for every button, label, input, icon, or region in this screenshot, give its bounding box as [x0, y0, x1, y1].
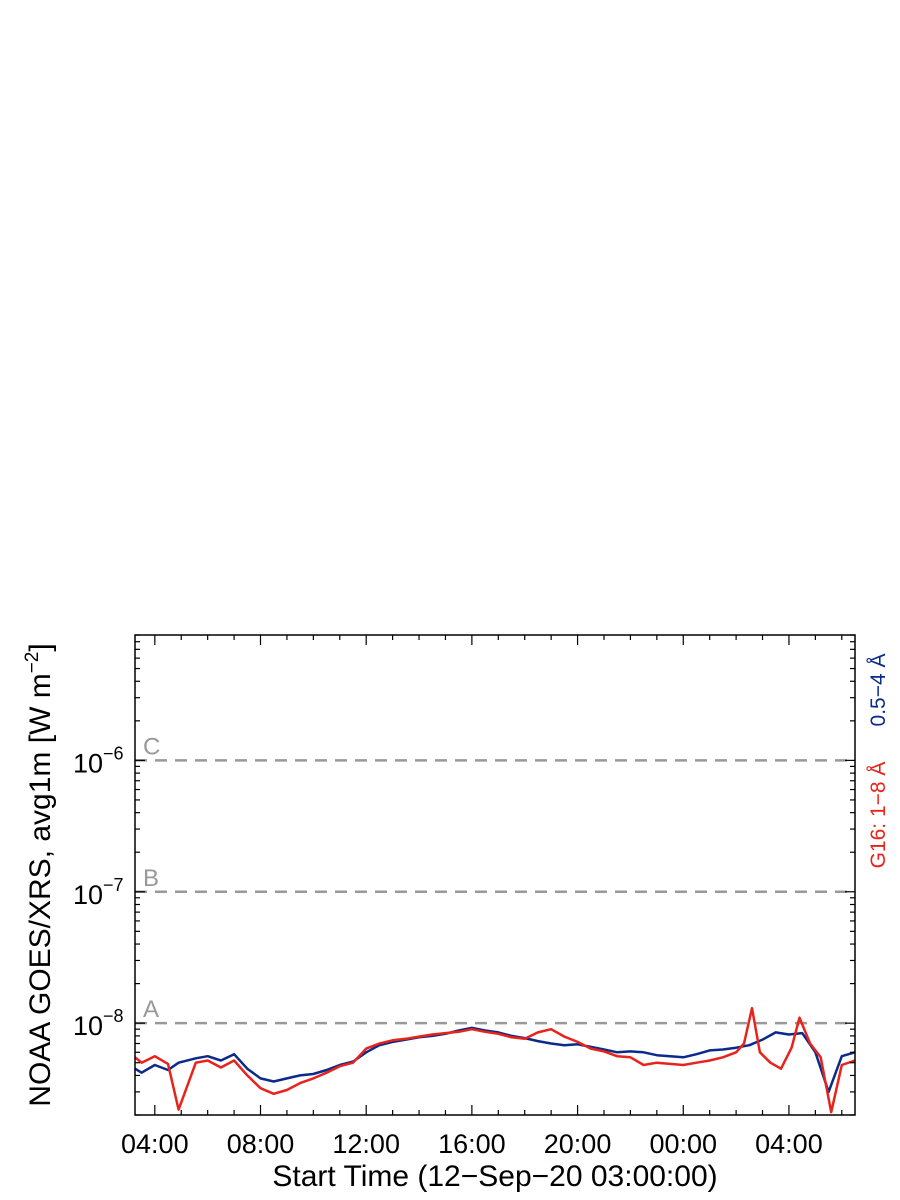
x-tick-label: 00:00: [649, 1129, 717, 1159]
series-layer: [134, 1006, 856, 1114]
y-tick-label: 10−7: [73, 875, 124, 910]
x-tick-label: 04:00: [121, 1129, 189, 1159]
legend-label-g16-1-8: G16: 1−8 Å: [867, 762, 890, 869]
x-axis-title: Start Time (12−Sep−20 03:00:00): [272, 1160, 717, 1193]
flare-class-label-C: C: [143, 733, 160, 760]
x-tick-label: 04:00: [755, 1129, 823, 1159]
flare-class-label-B: B: [143, 865, 159, 892]
y-tick-labels: 10−6 10−7 10−8: [73, 743, 124, 1041]
plot-frame: [134, 634, 856, 1116]
x-tick-label: 12:00: [332, 1129, 400, 1159]
x-tick-label: 20:00: [544, 1129, 612, 1159]
flare-class-lines: [135, 759, 855, 1025]
y-tick-label: 10−6: [73, 743, 124, 778]
series-line-1: [134, 1006, 856, 1114]
y-axis-title: NOAA GOES/XRS, avg1m [W m−2]: [22, 643, 57, 1106]
flare-class-labels: C B A: [143, 733, 160, 1023]
x-tick-label: 16:00: [438, 1129, 506, 1159]
x-tick-label: 08:00: [227, 1129, 295, 1159]
x-tick-labels: 04:00 08:00 12:00 16:00 20:00 00:00 04:00: [121, 1129, 823, 1159]
series-line-0: [134, 1026, 856, 1094]
legend-label-0.5-4: 0.5−4 Å: [867, 654, 890, 727]
y-tick-label: 10−8: [73, 1006, 124, 1041]
tick-marks: [135, 634, 855, 1116]
flare-class-label-A: A: [143, 996, 159, 1023]
